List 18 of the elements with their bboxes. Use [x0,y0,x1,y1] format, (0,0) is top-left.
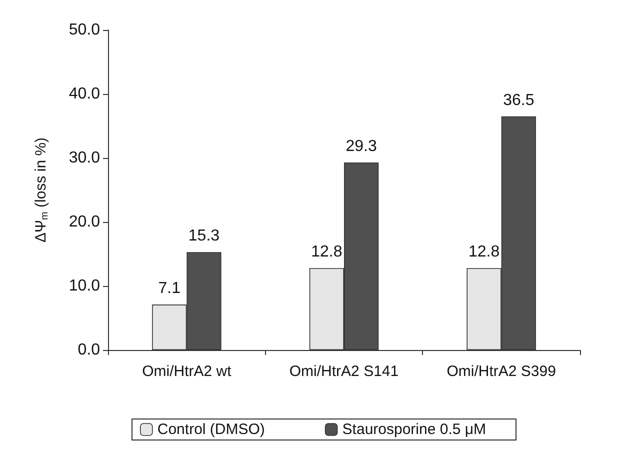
data-label: 29.3 [346,138,377,155]
y-tick-label: 0.0 [78,342,100,358]
y-axis-title: ΔΨm (loss in %) [32,137,50,243]
y-tick-label: 20.0 [68,214,100,230]
x-tick-label: Omi/HtrA2 wt [142,363,232,380]
legend-label: Staurosporine 0.5 μM [342,421,486,438]
data-label: 12.8 [311,244,342,261]
data-label: 15.3 [188,228,220,245]
y-tick-label: 50.0 [68,22,100,38]
x-tick-label: Omi/HtrA2 S399 [446,363,556,380]
y-tick-label: 30.0 [68,150,100,166]
x-tick-label: Omi/HtrA2 S141 [289,363,399,380]
data-label: 7.1 [158,280,181,298]
legend-label: Control (DMSO) [157,421,265,438]
y-tick-label: 40.0 [68,86,100,102]
data-label: 36.5 [503,92,534,109]
data-label: 12.8 [468,244,500,261]
y-tick-label: 10.0 [68,278,100,294]
